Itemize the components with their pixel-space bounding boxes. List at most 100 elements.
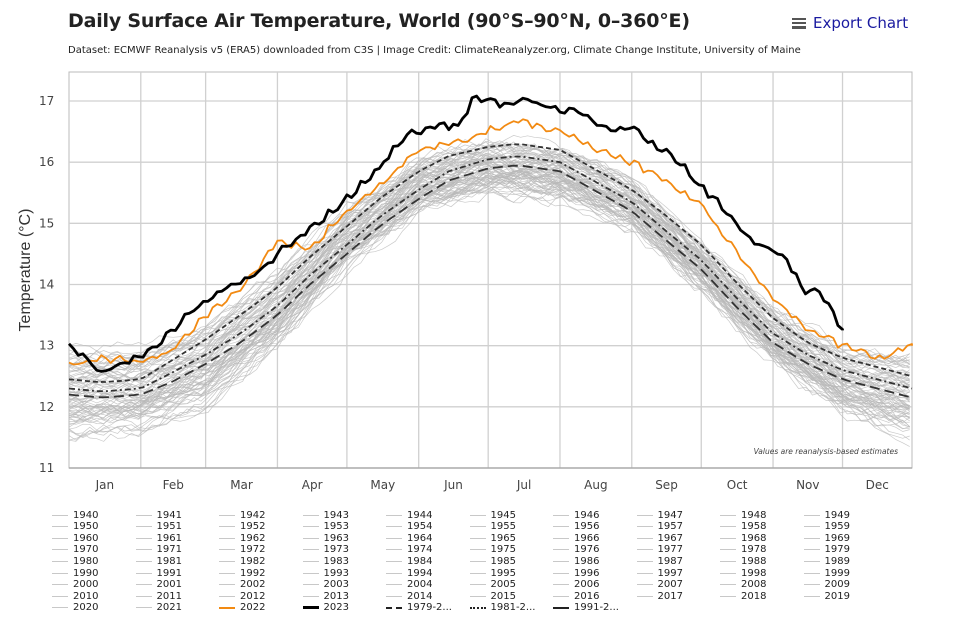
legend-label: 2020 [73,602,99,614]
legend-item[interactable]: 2012 [219,590,265,602]
legend-item[interactable]: 2007 [636,579,683,591]
legend-item[interactable]: 1945 [469,509,516,521]
legend-item[interactable]: 1962 [219,532,265,544]
legend-item[interactable]: 1974 [386,544,432,556]
legend-item[interactable]: 2019 [803,590,850,602]
legend-swatch [219,584,235,586]
legend-item[interactable]: 1955 [469,521,516,533]
legend-item[interactable]: 1988 [720,555,766,567]
legend-item[interactable]: 1980 [52,555,98,567]
legend-item[interactable]: 1979 [803,544,850,556]
legend-item[interactable]: 1971 [135,544,182,556]
legend-item[interactable]: 1957 [636,521,683,533]
x-tick-label-sep: Sep [655,478,678,492]
legend-item[interactable]: 1984 [386,555,432,567]
legend-item[interactable]: 1996 [553,567,599,579]
legend-item[interactable]: 2009 [803,579,850,591]
legend-item[interactable]: 1958 [720,521,766,533]
legend-item[interactable]: 1992 [219,567,265,579]
line-year-1949 [68,176,910,421]
legend-item[interactable]: 1976 [553,544,599,556]
legend-item[interactable]: 1942 [219,509,265,521]
legend-item[interactable]: 1954 [386,521,432,533]
legend-item[interactable]: 1990 [52,567,98,579]
legend-item[interactable]: 1952 [219,521,265,533]
legend-label: 1971 [156,544,182,556]
legend-swatch [469,514,486,516]
legend-item[interactable]: 1997 [636,567,683,579]
legend-item[interactable]: 1973 [302,544,349,556]
legend-item[interactable]: 2003 [302,579,349,591]
legend-item[interactable]: 1947 [636,509,683,521]
legend-item[interactable]: 1995 [469,567,516,579]
legend-item[interactable]: 1981-2... [469,602,535,614]
legend-item[interactable]: 1969 [803,532,850,544]
legend-item[interactable]: 1953 [302,521,349,533]
legend-item[interactable]: 1948 [720,509,766,521]
legend-item[interactable]: 2022 [219,602,265,614]
legend-item[interactable]: 1972 [219,544,265,556]
legend-item[interactable]: 1977 [636,544,683,556]
legend-item[interactable]: 2004 [386,579,432,591]
legend-item[interactable]: 1965 [469,532,516,544]
legend-item[interactable]: 2017 [636,590,683,602]
legend-item[interactable]: 2020 [52,602,98,614]
legend-item[interactable]: 1943 [302,509,349,521]
legend-item[interactable]: 1944 [386,509,432,521]
legend-item[interactable]: 1983 [302,555,349,567]
legend-item[interactable]: 1946 [553,509,599,521]
legend-item[interactable]: 1989 [803,555,850,567]
legend-item[interactable]: 2013 [302,590,349,602]
legend-item[interactable]: 1940 [52,509,98,521]
legend-item[interactable]: 2015 [469,590,516,602]
legend-item[interactable]: 1987 [636,555,683,567]
legend-item[interactable]: 2000 [52,579,98,591]
legend-item[interactable]: 1959 [803,521,850,533]
legend-item[interactable]: 2014 [386,590,432,602]
legend-item[interactable]: 2018 [720,590,766,602]
legend-item[interactable]: 1986 [553,555,599,567]
legend-item[interactable]: 2006 [553,579,599,591]
legend-item[interactable]: 1961 [135,532,182,544]
legend-item[interactable]: 1951 [135,521,182,533]
legend-item[interactable]: 2021 [135,602,182,614]
legend-item[interactable]: 2023 [302,602,349,614]
line-year-1962 [68,170,910,411]
legend-item[interactable]: 1960 [52,532,98,544]
legend-item[interactable]: 1985 [469,555,516,567]
line-year-1997 [68,154,910,387]
y-tick-label: 16 [39,155,54,169]
legend-item[interactable]: 2001 [135,579,182,591]
legend-item[interactable]: 2011 [135,590,182,602]
legend-item[interactable]: 1950 [52,521,98,533]
legend-item[interactable]: 1964 [386,532,432,544]
legend-item[interactable]: 1979-2... [386,602,452,614]
legend-item[interactable]: 1998 [720,567,766,579]
legend-item[interactable]: 1941 [135,509,182,521]
legend-item[interactable]: 1994 [386,567,432,579]
legend-item[interactable]: 1982 [219,555,265,567]
legend-item[interactable]: 1970 [52,544,98,556]
legend-item[interactable]: 1993 [302,567,349,579]
export-chart-button[interactable]: Export Chart [792,14,908,32]
legend-item[interactable]: 1975 [469,544,516,556]
legend-item[interactable]: 2008 [720,579,766,591]
legend-item[interactable]: 1963 [302,532,349,544]
legend-item[interactable]: 1978 [720,544,766,556]
legend-item[interactable]: 1967 [636,532,683,544]
legend-item[interactable]: 1991-2... [553,602,619,614]
legend-label: 1980 [73,555,99,567]
legend-item[interactable]: 2010 [52,590,98,602]
y-axis-label: Temperature (°C) [17,209,34,332]
legend-item[interactable]: 1956 [553,521,599,533]
legend-item[interactable]: 2016 [553,590,599,602]
legend-item[interactable]: 1999 [803,567,850,579]
legend-item[interactable]: 1981 [135,555,182,567]
legend-item[interactable]: 1991 [135,567,182,579]
legend-label: 1984 [407,555,433,567]
legend-item[interactable]: 1968 [720,532,766,544]
legend-item[interactable]: 1966 [553,532,599,544]
legend-item[interactable]: 1949 [803,509,850,521]
legend-item[interactable]: 2002 [219,579,265,591]
legend-item[interactable]: 2005 [469,579,516,591]
